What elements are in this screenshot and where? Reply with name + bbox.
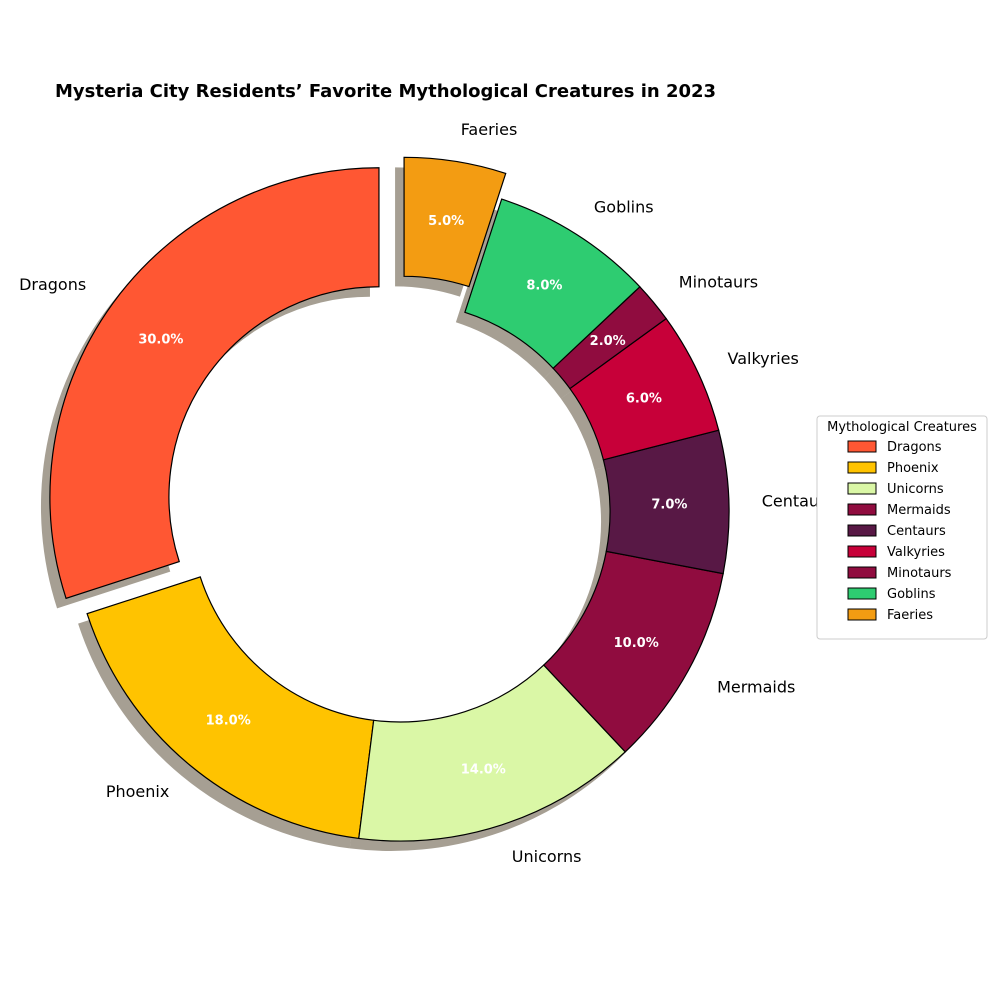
legend-swatch-valkyries: [847, 545, 877, 558]
category-label-minotaurs: Minotaurs: [679, 272, 758, 291]
percentage-labels: 30.0% 18.0% 14.0% 10.0% 7.0% 6.0% 2.0% 8.0% 5.0%: [138, 214, 687, 777]
legend-label-valkyries: Valkyries: [887, 545, 945, 560]
legend-swatch-goblins: [847, 587, 877, 600]
legend-swatch-mermaids: [847, 503, 877, 516]
pct-label-minotaurs: 2.0%: [590, 334, 626, 349]
category-label-goblins: Goblins: [594, 197, 654, 216]
legend-label-centaurs: Centaurs: [887, 524, 946, 539]
category-label-unicorns: Unicorns: [512, 847, 582, 866]
pct-label-phoenix: 18.0%: [206, 714, 251, 729]
pct-label-goblins: 8.0%: [526, 279, 562, 294]
slices: [49, 156, 730, 842]
legend-label-minotaurs: Minotaurs: [887, 566, 952, 581]
category-label-mermaids: Mermaids: [717, 677, 795, 696]
pct-label-valkyries: 6.0%: [626, 391, 662, 406]
legend-label-faeries: Faeries: [887, 608, 933, 623]
legend-swatch-faeries: [847, 608, 877, 621]
slice-dragons: [49, 167, 380, 600]
legend-swatch-minotaurs: [847, 566, 877, 579]
category-label-centaurs: Centaurs: [762, 492, 834, 511]
category-label-dragons: Dragons: [19, 275, 86, 294]
slice-faeries: [403, 156, 507, 288]
legend-swatch-phoenix: [847, 461, 877, 474]
category-labels: Dragons Phoenix Unicorns Mermaids Centaurs Va…: [19, 120, 834, 866]
category-label-phoenix: Phoenix: [106, 782, 169, 801]
pct-label-unicorns: 14.0%: [461, 762, 506, 777]
legend-swatch-unicorns: [847, 482, 877, 495]
legend: Mythological Creatures Dragons Phoenix Unic…: [816, 415, 988, 640]
legend-label-mermaids: Mermaids: [887, 503, 951, 518]
pct-label-dragons: 30.0%: [138, 332, 183, 347]
legend-label-phoenix: Phoenix: [887, 461, 939, 476]
slice-phoenix: [86, 576, 375, 840]
category-label-faeries: Faeries: [461, 120, 518, 139]
chart-title: Mysteria City Residents’ Favorite Mythol…: [55, 81, 716, 102]
pct-label-faeries: 5.0%: [428, 214, 464, 229]
legend-label-dragons: Dragons: [887, 440, 942, 455]
legend-swatch-dragons: [847, 440, 877, 453]
pct-label-mermaids: 10.0%: [614, 636, 659, 651]
legend-swatch-centaurs: [847, 524, 877, 537]
category-label-valkyries: Valkyries: [728, 349, 799, 368]
pct-label-centaurs: 7.0%: [651, 498, 687, 513]
legend-title: Mythological Creatures: [827, 420, 977, 435]
legend-label-goblins: Goblins: [887, 587, 936, 602]
legend-label-unicorns: Unicorns: [887, 482, 944, 497]
slice-goblins: [464, 198, 641, 370]
